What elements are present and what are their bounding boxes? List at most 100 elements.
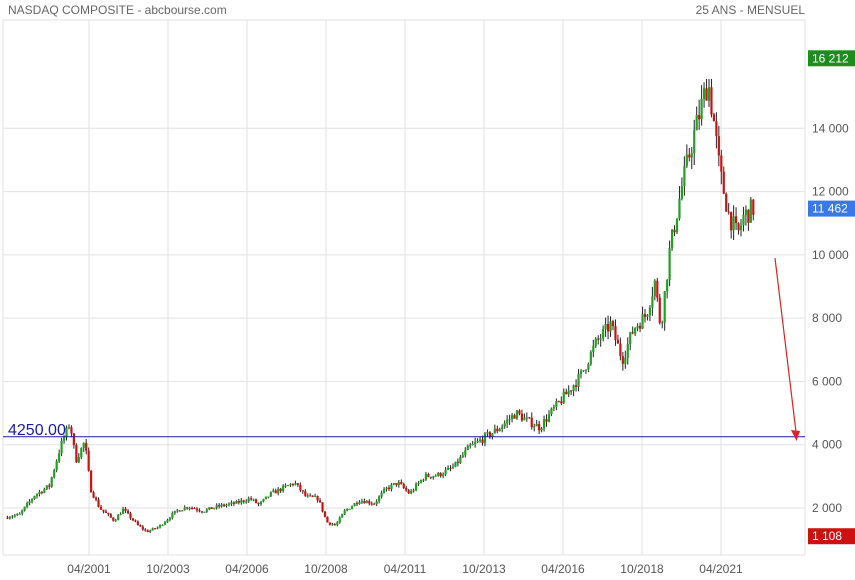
candle-body — [45, 485, 48, 489]
candle-body — [114, 520, 117, 522]
candle-body — [294, 483, 297, 485]
candle-body — [363, 501, 366, 504]
candle-body — [641, 314, 644, 329]
candle-body — [314, 496, 317, 498]
candle-body — [742, 214, 745, 226]
candle-body — [291, 483, 295, 485]
candle-body — [405, 487, 408, 491]
candle-body — [506, 419, 509, 424]
candle-body — [688, 154, 691, 158]
candle-body — [35, 494, 39, 497]
candle-body — [508, 419, 511, 421]
candle-body — [720, 155, 723, 172]
candle-body — [11, 516, 14, 518]
candle-body — [205, 509, 208, 512]
candle-body — [6, 517, 9, 519]
candle-body — [195, 508, 199, 511]
candle-body — [594, 338, 597, 346]
candle-body — [545, 419, 548, 422]
candle-body — [218, 505, 221, 507]
candle-body — [715, 121, 718, 137]
candle-body — [567, 390, 570, 395]
badges: 16 212 11 462 1 108 — [808, 50, 855, 545]
candle-body — [136, 521, 139, 526]
candle-body — [190, 507, 194, 509]
candle-body — [602, 328, 605, 339]
candle-body — [717, 136, 720, 156]
candle-body — [589, 351, 592, 365]
candle-body — [540, 428, 543, 431]
candle-body — [126, 510, 130, 514]
candle-body — [429, 476, 432, 478]
candle-body — [547, 414, 551, 422]
candle-body — [151, 528, 154, 531]
candle-body — [734, 216, 738, 224]
candle-body — [471, 443, 474, 446]
candle-body — [673, 229, 676, 233]
candle-body — [565, 391, 568, 395]
candle-body — [38, 491, 41, 495]
candle-body — [422, 479, 425, 481]
candle-body — [525, 417, 528, 419]
plot-frame — [2, 19, 806, 556]
candle-body — [670, 229, 674, 249]
candle-body — [355, 503, 359, 505]
candle-body — [107, 513, 110, 515]
candle-body — [333, 524, 336, 526]
candle-body — [326, 516, 329, 523]
candle-body — [146, 530, 149, 533]
last-badge: 11 462 — [808, 200, 855, 217]
x-tick-label: 10/2008 — [304, 562, 348, 576]
x-tick-label: 04/2011 — [384, 562, 427, 576]
x-tick-label: 04/2021 — [699, 562, 743, 576]
candle-body — [402, 484, 405, 488]
candle-body — [272, 490, 275, 492]
candle-body — [353, 503, 356, 507]
candle-body — [668, 248, 671, 281]
candle-body — [597, 338, 600, 340]
candle-body — [301, 490, 304, 492]
candle-body — [530, 417, 533, 428]
candle-body — [739, 225, 743, 231]
candle-body — [318, 500, 322, 503]
candle-body — [60, 440, 63, 454]
candle-body — [122, 508, 125, 515]
candles — [6, 78, 755, 534]
candle-body — [350, 506, 354, 509]
candle-body — [149, 530, 152, 533]
candle-body — [53, 470, 56, 478]
candle-body — [284, 485, 287, 487]
candle-body — [129, 513, 132, 519]
candle-body — [663, 291, 666, 323]
candle-body — [97, 499, 100, 507]
candle-body — [466, 445, 469, 451]
candle-body — [614, 326, 617, 340]
candle-body — [242, 500, 245, 502]
candle-body — [365, 501, 368, 504]
candle-body — [87, 450, 90, 471]
candle-body — [21, 510, 24, 514]
candle-body — [220, 504, 223, 507]
candle-body — [496, 428, 499, 432]
candle-body — [542, 419, 546, 429]
candle-body — [493, 428, 496, 434]
candle-body — [572, 385, 575, 391]
candle-body — [648, 307, 652, 316]
candle-body — [693, 130, 696, 154]
candle-body — [535, 423, 538, 427]
x-tick-label: 10/2013 — [462, 562, 506, 576]
candle-body — [752, 199, 755, 215]
grid — [2, 19, 806, 556]
candle-body — [43, 488, 46, 493]
candle-body — [503, 423, 506, 427]
candle-body — [203, 511, 206, 513]
candle-body — [397, 481, 400, 486]
min-badge-label: 1 108 — [812, 529, 842, 543]
candle-body — [474, 442, 477, 444]
overlays: 4250.00 — [3, 257, 805, 441]
projection-arrow — [774, 257, 797, 433]
candle-body — [94, 497, 98, 500]
candle-body — [104, 511, 107, 514]
candle-body — [109, 514, 112, 518]
candle-body — [434, 475, 437, 477]
